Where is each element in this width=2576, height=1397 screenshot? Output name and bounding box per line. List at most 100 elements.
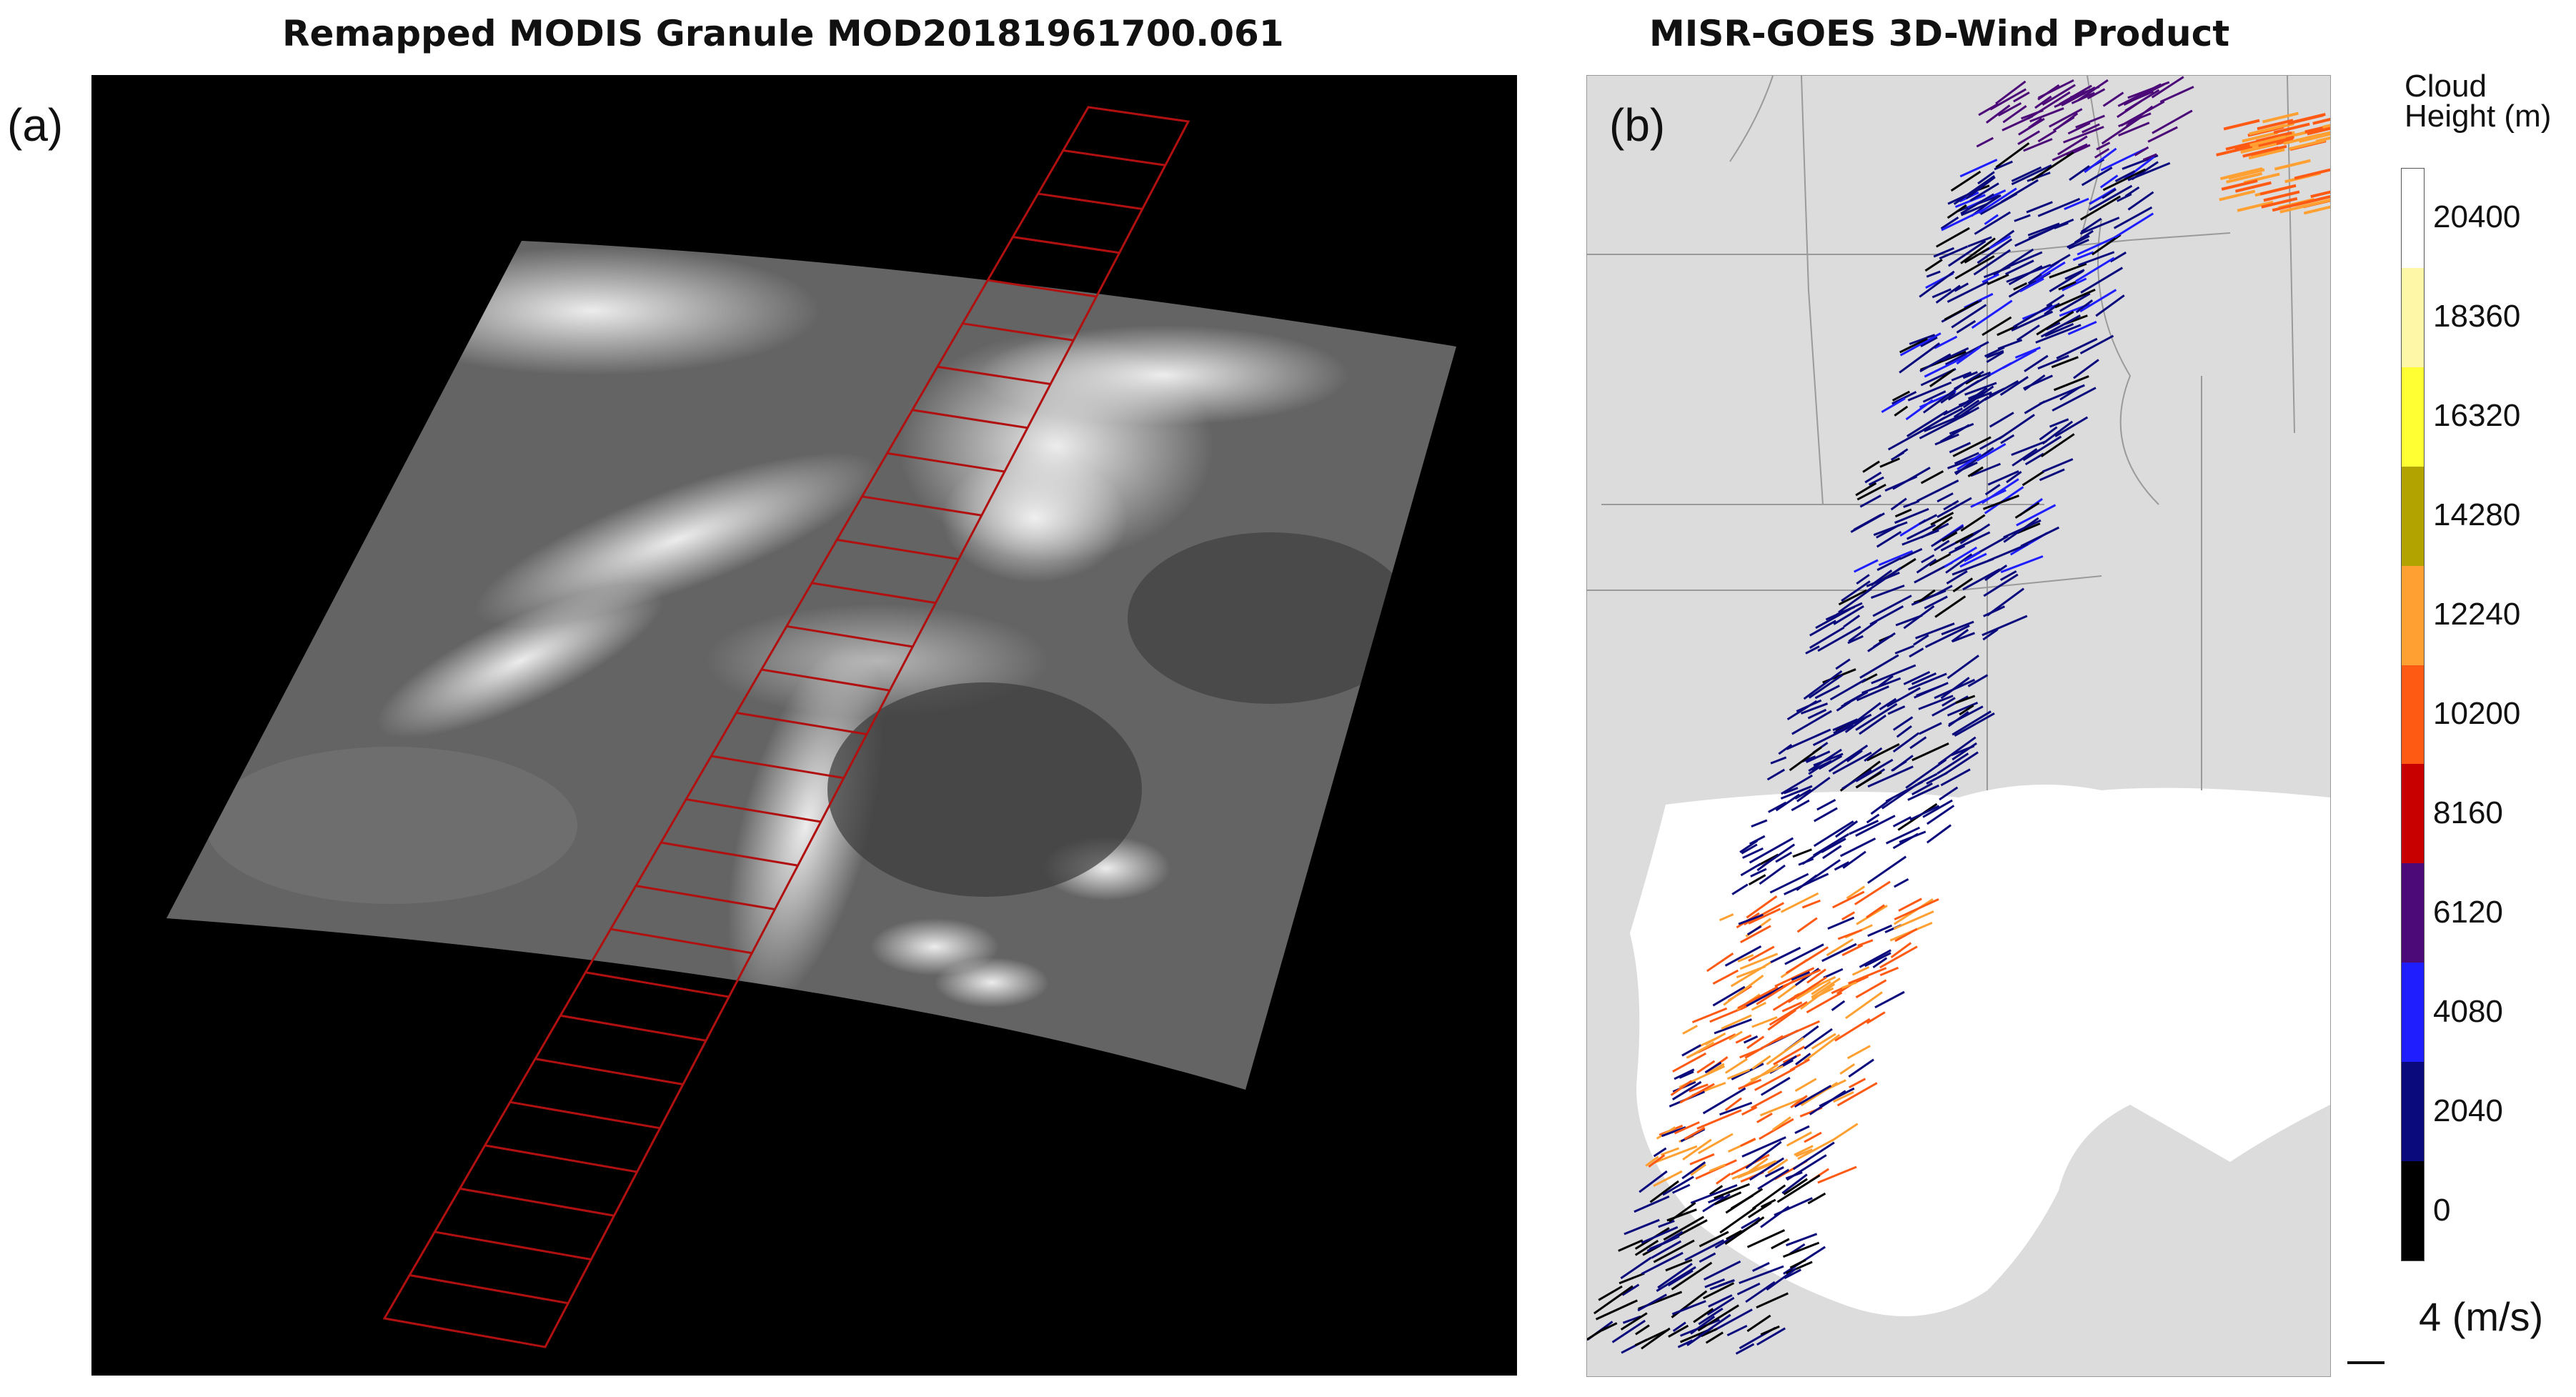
wind-vector [1941,697,1956,707]
wind-vector [2087,88,2106,100]
wind-vector [1987,470,2019,486]
wind-vector [1901,529,1939,546]
wind-vector [1924,625,1970,648]
wind-vector [1756,1327,1786,1346]
wind-vector [1681,1161,1706,1180]
wind-vector [2053,375,2089,392]
wind-vector [2113,206,2153,229]
wind-vector [1838,589,1868,606]
wind-vector [1919,514,1938,525]
wind-vector [1740,925,1771,943]
wind-vector [1748,1201,1772,1218]
wind-vector [1974,211,2011,235]
wind-vector [1767,1158,1789,1174]
wind-vector [2221,179,2258,191]
wind-vector [1671,1261,1713,1291]
gulf-of-mexico [1630,785,2330,1316]
wind-vector [1833,713,1872,735]
wind-vector [1738,913,1764,925]
wind-vector [2035,324,2082,344]
wind-vector [1808,674,1844,699]
wind-vector [2304,131,2330,140]
wind-vector [1855,771,1882,789]
wind-vector [1854,559,1879,573]
wind-vector [1706,1296,1735,1316]
wind-vector [2006,264,2052,283]
wind-vector [1955,695,1976,705]
wind-vector [1667,1269,1694,1287]
wind-vector [1739,1265,1784,1285]
wind-vector [1913,634,1929,646]
colorbar-bin [2402,963,2424,1063]
wind-vector [1633,1195,1670,1213]
wind-vector [1995,80,2027,105]
colorbar-bin [2402,367,2424,467]
wind-vector [1827,916,1855,930]
wind-vector [1781,1001,1803,1013]
wind-vector [1670,1080,1693,1096]
swath-block-line [711,755,845,780]
wind-vector [1986,104,2011,124]
wind-vector [1714,1183,1750,1200]
wind-vector [2257,119,2294,131]
wind-vector [1947,192,1973,205]
wind-vector [1886,687,1921,707]
swath-block-line [1013,236,1120,254]
wind-vector [2226,171,2263,184]
wind-vector [2287,114,2324,125]
wind-vector [1978,187,2017,214]
wind-vector [1871,664,1916,685]
wind-vector [2248,148,2285,160]
wind-vector [1776,1174,1821,1203]
wind-vector [1797,1138,1834,1160]
misr-swath-grid [382,106,1190,1348]
wind-vector [1748,908,1781,925]
wind-vector [1736,1282,1761,1296]
wind-vector [1924,259,1943,272]
wind-vector [1772,993,1800,1011]
wind-vector [1953,175,1996,205]
wind-vector [1790,1095,1808,1109]
wind-vector [1870,796,1894,815]
wind-vector [1749,837,1794,864]
wind-vector [1960,237,1996,264]
swath-block-line [509,1100,660,1130]
wind-vector [1744,1158,1769,1175]
wind-vector [2020,526,2060,547]
wind-vector [2109,252,2127,263]
wind-vector [1946,280,1989,303]
wind-vector [1940,392,1956,404]
wind-vector [1809,626,1845,649]
wind-vector [1851,965,1870,976]
wind-vector [1989,88,2027,111]
wind-vector [1954,461,1978,474]
colorbar-tick-label: 0 [2433,1193,2451,1228]
wind-vector [1956,453,1982,471]
wind-vector [1679,1083,1715,1104]
wind-vector [1926,824,1952,844]
wind-vector [1892,732,1920,753]
wind-vector [1989,387,2005,397]
wind-vector [1681,1044,1701,1057]
wind-vector [1833,605,1864,625]
wind-vector [1881,397,1906,413]
wind-vector [1855,482,1877,497]
wind-vector [2034,95,2052,109]
colorbar-tick-label: 18360 [2433,298,2521,334]
wind-vector [1709,1163,1726,1173]
wind-vector [1672,1321,1686,1332]
wind-vector [1876,557,1902,572]
swath-block-line [660,841,798,867]
wind-vector [1746,1229,1786,1248]
wind-vector [1886,826,1921,845]
wind-vector [2114,212,2154,239]
wind-vector [1801,899,1821,909]
wind-vector [1832,751,1872,775]
wind-vector [1998,414,2035,440]
wind-vector [2016,504,2057,527]
wind-vector [1791,710,1832,735]
wind-vector [2024,452,2044,466]
wind-vector [1981,615,2028,637]
wind-vector [1801,842,1835,865]
wind-vector [1792,1141,1835,1170]
